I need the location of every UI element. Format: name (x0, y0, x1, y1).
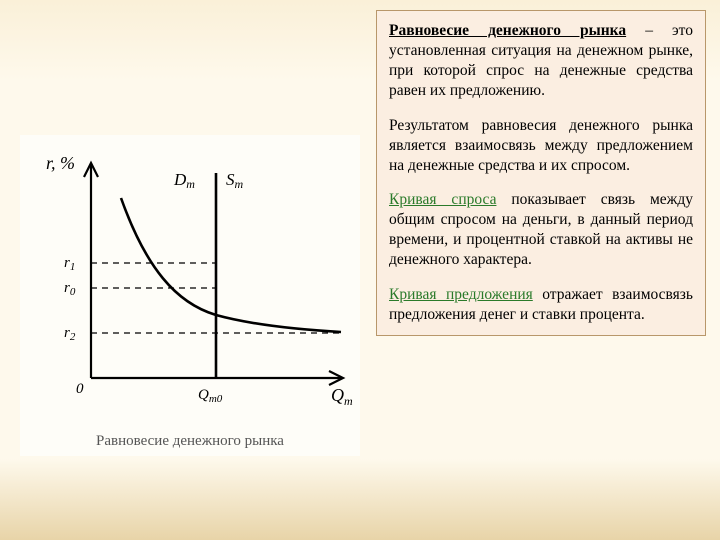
tick-qm0: Qm0 (198, 387, 223, 405)
right-column: Равновесие денежного рынка – это установ… (370, 0, 720, 540)
tick-r1: r1 (64, 255, 75, 273)
left-column: r, % Qm 0 r1 r0 r2 Qm0 Dm Sm Равновесие … (0, 0, 370, 540)
chart-container: r, % Qm 0 r1 r0 r2 Qm0 Dm Sm Равновесие … (20, 135, 360, 456)
money-market-chart: r, % Qm 0 r1 r0 r2 Qm0 Dm Sm (26, 143, 366, 423)
term-demand-curve: Кривая спроса (389, 191, 496, 208)
chart-caption: Равновесие денежного рынка (26, 433, 354, 450)
term-supply-curve: Кривая предложения (389, 286, 533, 303)
paragraph-1: Равновесие денежного рынка – это установ… (389, 21, 693, 102)
text-box: Равновесие денежного рынка – это установ… (376, 10, 706, 336)
origin-label: 0 (76, 381, 84, 397)
tick-r2: r2 (64, 325, 76, 343)
dm-curve (121, 198, 341, 332)
dm-label: Dm (173, 170, 195, 191)
sm-label: Sm (226, 170, 244, 191)
paragraph-2: Результатом равновесия денежного рынка я… (389, 116, 693, 176)
paragraph-4: Кривая предложения отражает взаимосвязь … (389, 285, 693, 325)
term-equilibrium: Равновесие денежного рынка (389, 22, 626, 39)
x-axis-label: Qm (331, 385, 353, 408)
tick-r0: r0 (64, 280, 76, 298)
y-axis-label: r, % (46, 153, 75, 173)
slide: r, % Qm 0 r1 r0 r2 Qm0 Dm Sm Равновесие … (0, 0, 720, 540)
paragraph-3: Кривая спроса показывает связь между общ… (389, 190, 693, 271)
